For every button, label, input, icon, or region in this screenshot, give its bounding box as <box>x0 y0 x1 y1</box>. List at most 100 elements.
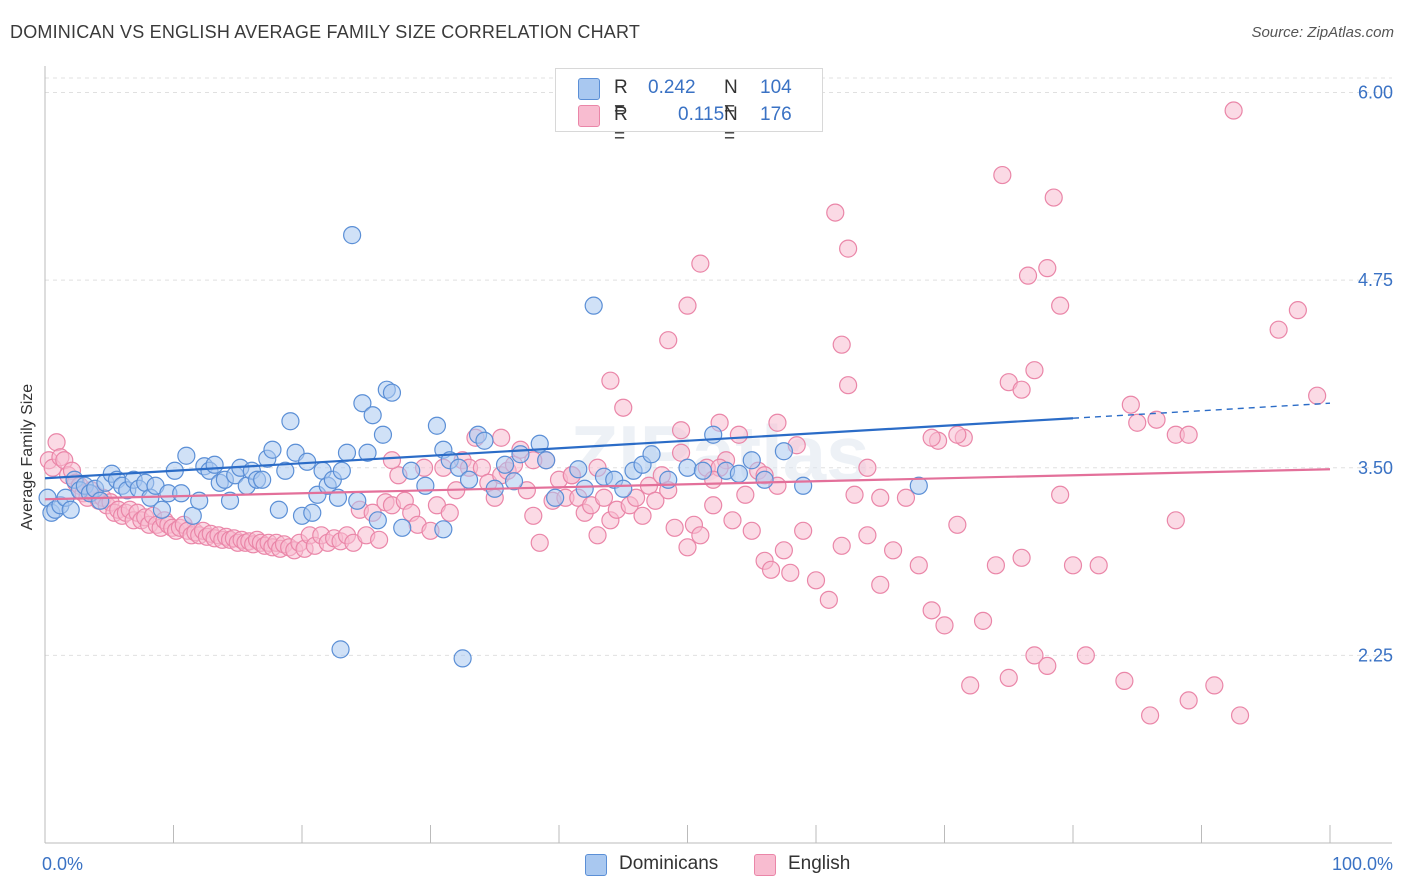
dominican-point <box>269 500 288 519</box>
english-point <box>1018 266 1038 285</box>
dominican-point <box>569 460 588 479</box>
dominican-point <box>343 226 362 245</box>
n-label: N = <box>724 77 738 120</box>
english-point <box>736 485 755 504</box>
dominican-point <box>368 511 387 530</box>
english-point <box>986 556 1006 575</box>
dominican-point <box>91 491 110 510</box>
dominican-point <box>642 445 661 464</box>
dominican-point <box>220 491 240 510</box>
english-point <box>1147 410 1166 429</box>
english-point <box>659 331 678 350</box>
english-point <box>440 503 459 522</box>
source-credit: Source: ZipAtlas.com <box>1251 24 1394 41</box>
y-tick-label: 2.25 <box>1358 645 1393 665</box>
english-point <box>729 425 749 444</box>
english-point <box>1121 395 1140 414</box>
dominicans-trend-extension <box>1072 402 1331 419</box>
legend-label: Dominicans <box>619 853 719 874</box>
y-tick-labels: 2.25 3.50 4.75 6.00 <box>1358 83 1393 666</box>
dominican-point <box>177 446 196 465</box>
dominican-point <box>459 470 479 489</box>
english-point <box>1269 320 1288 339</box>
english-point <box>1063 556 1083 575</box>
dominican-point <box>382 383 402 402</box>
english-point <box>1038 656 1057 675</box>
dominican-point <box>475 431 494 450</box>
x-tick-label: 100.0% <box>1332 854 1393 874</box>
english-point <box>961 676 980 695</box>
dominican-point <box>253 470 272 489</box>
english-point <box>1051 485 1070 504</box>
english-point <box>723 511 742 530</box>
english-point <box>1179 691 1198 710</box>
english-point <box>370 530 389 549</box>
english-point <box>1089 556 1108 575</box>
english-point <box>671 421 691 440</box>
dominican-point <box>742 451 761 470</box>
english-point <box>1115 671 1134 690</box>
dominican-point <box>337 443 357 462</box>
stats-legend: R = 0.242 N = 104 R = 0.115 N = 176 <box>555 68 823 147</box>
english-point <box>1224 101 1243 120</box>
dominican-point <box>303 503 322 522</box>
r-label: R = <box>614 104 628 147</box>
english-point <box>1288 301 1307 320</box>
dominicans-swatch <box>578 78 600 100</box>
english-point <box>665 518 684 537</box>
english-point <box>774 541 793 560</box>
dominican-point <box>358 443 377 462</box>
english-point <box>1205 676 1224 695</box>
english-point <box>839 239 858 258</box>
r-value: 0.115 <box>678 104 725 125</box>
y-tick-label: 4.75 <box>1358 270 1393 290</box>
dominican-point <box>504 472 524 491</box>
english-point <box>1025 361 1044 380</box>
english-point <box>1012 548 1031 567</box>
english-point <box>524 506 543 525</box>
dominican-point <box>276 461 295 480</box>
r-label: R = <box>614 77 628 120</box>
english-swatch <box>754 854 776 876</box>
english-point <box>671 443 691 462</box>
english-point <box>832 335 851 354</box>
dominican-point <box>755 470 774 489</box>
dominican-point <box>402 461 421 480</box>
dominican-point <box>511 445 530 464</box>
english-point <box>594 488 614 507</box>
dominican-point <box>729 464 749 483</box>
english-point <box>646 491 665 510</box>
dominican-point <box>332 461 351 480</box>
english-point <box>633 506 652 525</box>
english-point <box>704 496 723 515</box>
english-point <box>909 556 928 575</box>
english-point <box>1128 413 1147 432</box>
dominican-point <box>152 500 172 519</box>
dominican-point <box>794 476 813 495</box>
n-value: 176 <box>760 104 792 125</box>
english-point <box>1038 259 1057 278</box>
dominicans-trend-line <box>44 417 1074 480</box>
n-value: 104 <box>760 77 792 98</box>
dominican-point <box>183 506 202 525</box>
y-tick-label: 3.50 <box>1358 458 1393 478</box>
english-point <box>1166 511 1185 530</box>
english-point <box>858 526 877 545</box>
dominican-point <box>373 425 393 444</box>
english-point <box>614 398 633 417</box>
english-point <box>1076 646 1095 665</box>
english-point <box>819 590 838 609</box>
y-axis-label: Average Family Size <box>19 383 36 531</box>
dominican-point <box>774 442 793 461</box>
english-point <box>922 428 941 447</box>
dominican-point <box>530 434 549 453</box>
english-point <box>626 488 646 507</box>
english-point <box>883 541 903 560</box>
y-tick-label: 6.00 <box>1358 83 1393 103</box>
dominican-point <box>614 479 633 498</box>
dominican-point <box>263 440 282 459</box>
english-point <box>871 575 890 594</box>
trend-lines <box>44 402 1331 501</box>
english-point <box>839 376 858 395</box>
chart-title: DOMINICAN VS ENGLISH AVERAGE FAMILY SIZE… <box>10 22 641 42</box>
